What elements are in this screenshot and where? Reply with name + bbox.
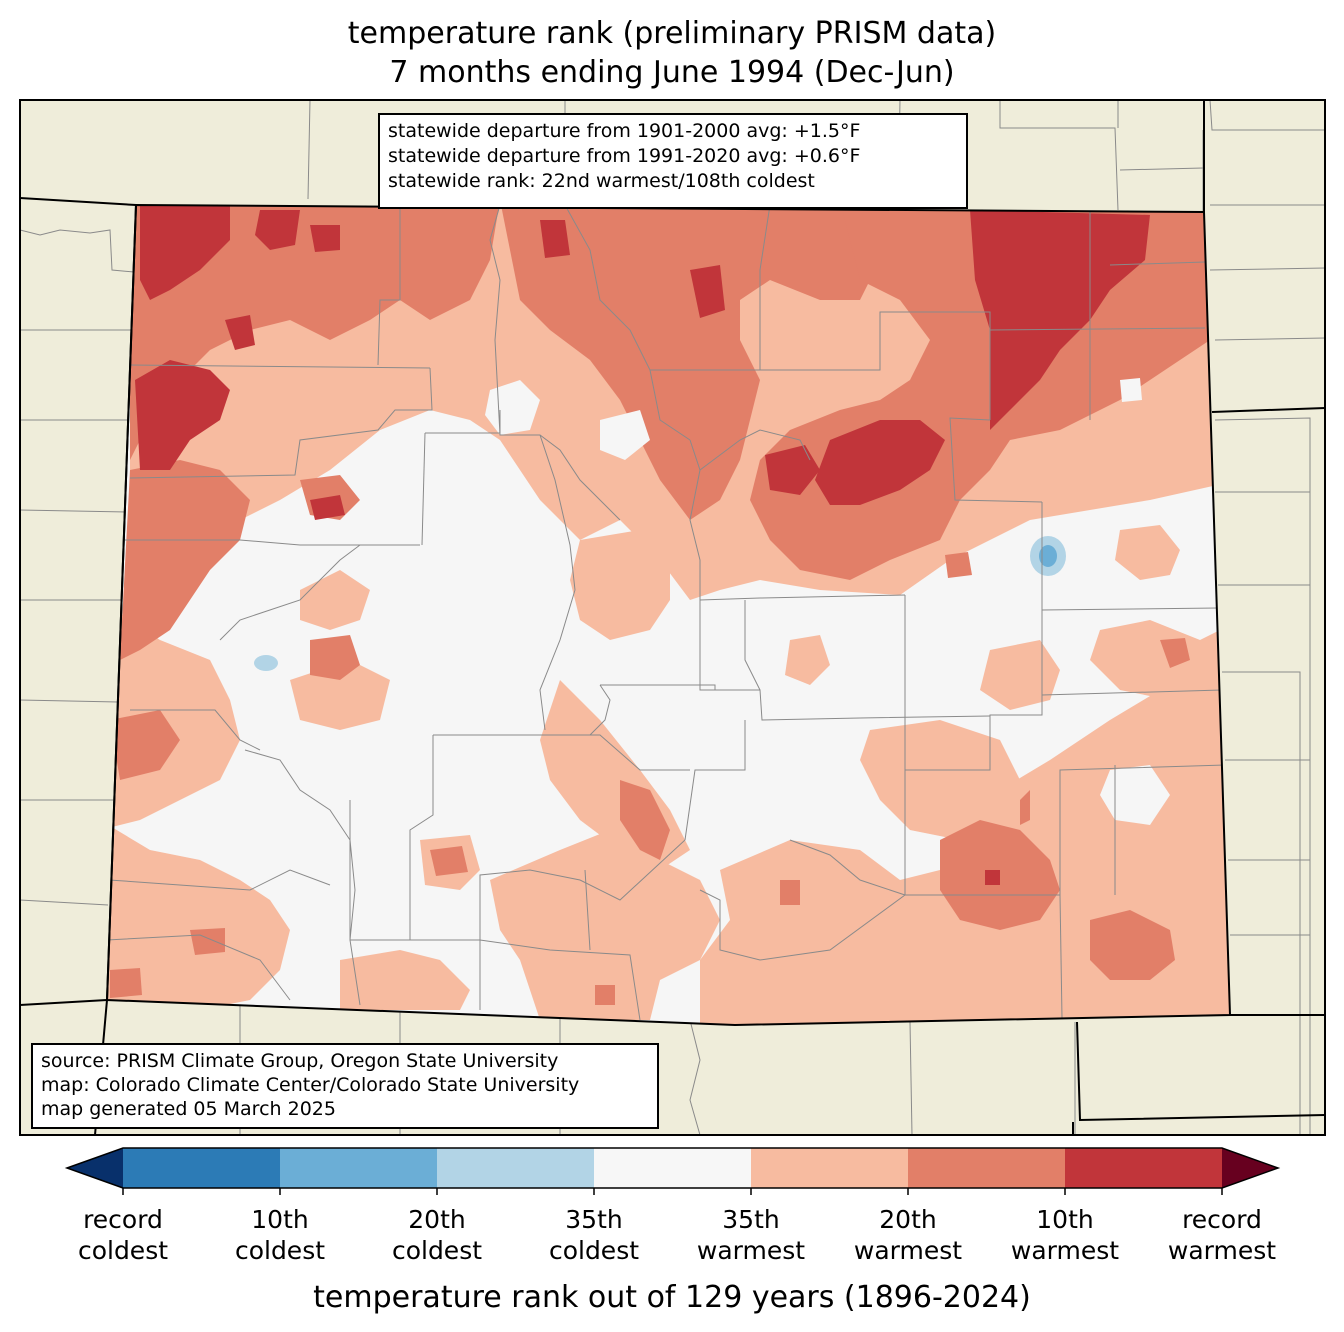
source-line-3: map generated 05 March 2025 bbox=[41, 1098, 336, 1120]
colorbar-tick-label: 10th coldest bbox=[200, 1204, 360, 1266]
colorbar-segment bbox=[123, 1148, 281, 1188]
rank-field bbox=[107, 205, 1230, 1025]
state-borders bbox=[20, 100, 1325, 1135]
tick-label-line-2: warmest bbox=[1167, 1236, 1277, 1265]
county-lines bbox=[107, 205, 1226, 1021]
colorbar-segment bbox=[280, 1148, 438, 1188]
colorbar bbox=[64, 1147, 1281, 1195]
source-line-1: source: PRISM Climate Group, Oregon Stat… bbox=[41, 1050, 559, 1072]
tick-label-line-2: warmest bbox=[1010, 1236, 1120, 1265]
colorbar-label: temperature rank out of 129 years (1896-… bbox=[313, 1280, 1031, 1315]
colorbar-segment bbox=[1065, 1148, 1223, 1188]
colorbar-segment bbox=[594, 1148, 752, 1188]
tick-label-line-2: coldest bbox=[234, 1236, 326, 1265]
stats-line-2: statewide departure from 1991-2020 avg: … bbox=[388, 145, 861, 167]
tick-label-line-2: coldest bbox=[391, 1236, 483, 1265]
stats-line-1: statewide departure from 1901-2000 avg: … bbox=[388, 120, 861, 142]
colorbar-segment bbox=[437, 1148, 595, 1188]
map-title-line-1: temperature rank (preliminary PRISM data… bbox=[347, 16, 997, 51]
stats-line-3: statewide rank: 22nd warmest/108th colde… bbox=[388, 170, 815, 192]
source-line-2: map: Colorado Climate Center/Colorado St… bbox=[41, 1074, 580, 1096]
colorbar-tick-label: 35th coldest bbox=[514, 1204, 674, 1266]
colorbar-tick-label: 20th coldest bbox=[357, 1204, 517, 1266]
colorbar-tick-label: 10th warmest bbox=[985, 1204, 1145, 1266]
tick-label-line-1: 35th bbox=[722, 1205, 780, 1234]
colorbar-segment bbox=[908, 1148, 1066, 1188]
colorbar-extend-warm bbox=[1222, 1148, 1278, 1188]
colorbar-tick-label: 20th warmest bbox=[828, 1204, 988, 1266]
tick-label-line-1: 20th bbox=[879, 1205, 937, 1234]
map-frame bbox=[19, 99, 1326, 1136]
tick-label-line-2: warmest bbox=[853, 1236, 963, 1265]
colorbar-tick-label: record warmest bbox=[1142, 1204, 1302, 1266]
tick-label-line-1: 20th bbox=[408, 1205, 466, 1234]
tick-label-line-1: record bbox=[1182, 1205, 1262, 1234]
tick-label-line-2: coldest bbox=[77, 1236, 169, 1265]
map-title-line-2: 7 months ending June 1994 (Dec-Jun) bbox=[389, 55, 955, 90]
colorbar-tick-label: record coldest bbox=[43, 1204, 203, 1266]
tick-label-line-1: record bbox=[83, 1205, 163, 1234]
tick-label-line-1: 10th bbox=[251, 1205, 309, 1234]
tick-label-line-1: 35th bbox=[565, 1205, 623, 1234]
tick-label-line-1: 10th bbox=[1036, 1205, 1094, 1234]
tick-label-line-2: warmest bbox=[696, 1236, 806, 1265]
statewide-stats-box: statewide departure from 1901-2000 avg: … bbox=[378, 113, 968, 209]
colorbar-extend-cold bbox=[67, 1148, 123, 1188]
colorbar-segment bbox=[751, 1148, 909, 1188]
tick-label-line-2: coldest bbox=[548, 1236, 640, 1265]
source-credits-box: source: PRISM Climate Group, Oregon Stat… bbox=[31, 1043, 659, 1129]
colorbar-tick-label: 35th warmest bbox=[671, 1204, 831, 1266]
